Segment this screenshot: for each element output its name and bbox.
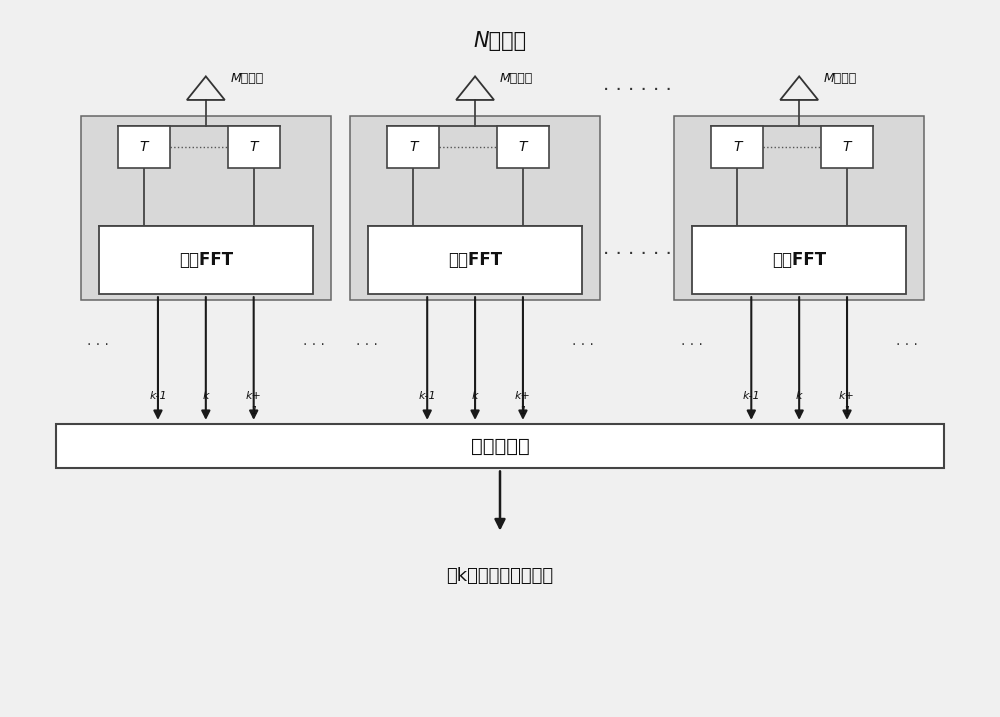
Text: T: T: [519, 140, 527, 154]
Text: T: T: [249, 140, 258, 154]
Text: T: T: [843, 140, 851, 154]
Text: T: T: [733, 140, 742, 154]
Text: 加权FFT: 加权FFT: [448, 251, 502, 270]
Bar: [81, 115, 331, 300]
Text: 自适应滤波: 自适应滤波: [471, 437, 529, 456]
Text: k+: k+: [246, 391, 262, 402]
Text: 第k个多普勒通道输出: 第k个多普勒通道输出: [446, 567, 554, 585]
Text: k-1: k-1: [149, 391, 167, 402]
Bar: [368, 227, 582, 294]
Bar: [674, 115, 924, 300]
Text: · · · · · ·: · · · · · ·: [603, 245, 672, 265]
Text: N个子阵: N个子阵: [473, 31, 527, 51]
Text: M个脉冲: M个脉冲: [231, 72, 264, 85]
Bar: [711, 126, 763, 168]
Text: k-1: k-1: [418, 391, 436, 402]
Text: 1: 1: [250, 406, 257, 416]
Text: 1: 1: [843, 406, 851, 416]
Bar: [56, 424, 944, 468]
Text: k-1: k-1: [742, 391, 760, 402]
Text: k: k: [796, 391, 802, 402]
Text: 1: 1: [519, 406, 526, 416]
Text: k+: k+: [839, 391, 855, 402]
Text: · · ·: · · ·: [681, 338, 702, 352]
Text: T: T: [409, 140, 417, 154]
Text: k: k: [203, 391, 209, 402]
Text: · · · · · ·: · · · · · ·: [603, 81, 672, 100]
Bar: [387, 126, 439, 168]
Bar: [228, 126, 280, 168]
Bar: [118, 126, 170, 168]
Text: · · ·: · · ·: [303, 338, 324, 352]
Text: · · ·: · · ·: [87, 338, 109, 352]
Text: · · ·: · · ·: [572, 338, 594, 352]
Bar: [821, 126, 873, 168]
Bar: [692, 227, 906, 294]
Text: M个脉冲: M个脉冲: [824, 72, 857, 85]
Text: · · ·: · · ·: [896, 338, 918, 352]
Bar: [350, 115, 600, 300]
Text: k: k: [472, 391, 478, 402]
Text: k+: k+: [515, 391, 531, 402]
Bar: [99, 227, 313, 294]
Bar: [497, 126, 549, 168]
Text: · · ·: · · ·: [356, 338, 378, 352]
Text: T: T: [140, 140, 148, 154]
Text: 加权FFT: 加权FFT: [772, 251, 826, 270]
Text: M个脉冲: M个脉冲: [500, 72, 533, 85]
Text: 加权FFT: 加权FFT: [179, 251, 233, 270]
